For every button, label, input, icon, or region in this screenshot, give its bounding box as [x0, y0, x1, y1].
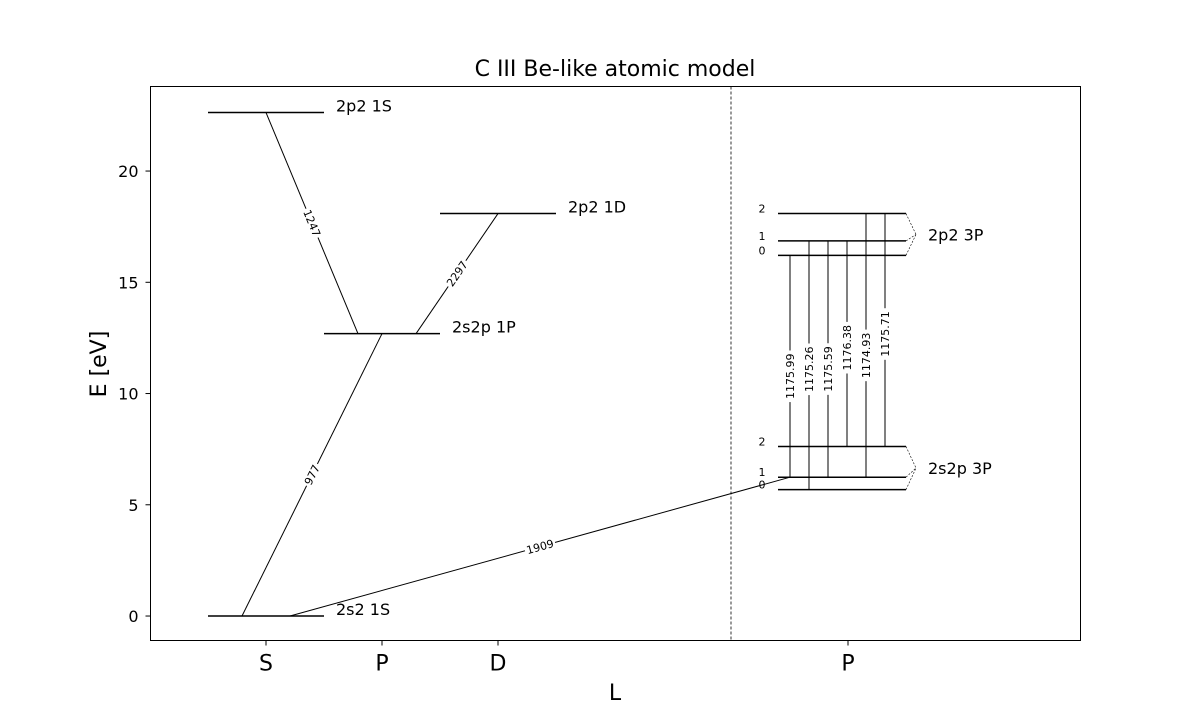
multiplet-wavelength-label: 1175.59: [822, 346, 835, 392]
multiplet-wavelength-label: 1175.99: [784, 354, 797, 400]
x-tick-label: S: [259, 652, 273, 677]
transition-label-bg: [523, 535, 557, 558]
transition-wavelength-label: 1909: [525, 537, 555, 557]
multiplet-label-bg: [878, 308, 892, 360]
y-tick-label: 20: [118, 162, 138, 181]
multiplet-label-bg: [802, 343, 816, 396]
term-bracket: [905, 446, 917, 469]
term-label: 2p2 3P: [928, 225, 984, 244]
level-label: 2s2 1S: [336, 600, 390, 619]
x-tick-label: D: [490, 652, 507, 677]
term-bracket: [905, 234, 917, 256]
j-quantum-label: 2: [759, 435, 766, 448]
level-label: 2p2 1S: [336, 97, 392, 116]
j-quantum-label: 1: [759, 466, 766, 479]
j-quantum-label: 1: [759, 230, 766, 243]
j-quantum-label: 0: [759, 244, 766, 257]
multiplet-wavelength-label: 1176.38: [841, 325, 854, 371]
term-bracket: [905, 234, 917, 242]
level-label: 2p2 1D: [568, 198, 626, 217]
y-tick-label: 5: [128, 496, 138, 515]
multiplet-label-bg: [840, 321, 854, 374]
y-axis-label: E [eV]: [87, 331, 112, 398]
j-quantum-label: 2: [759, 203, 766, 216]
multiplet-wavelength-label: 1175.26: [803, 347, 816, 393]
y-tick-label: 10: [118, 385, 138, 404]
x-tick-label: P: [375, 652, 388, 677]
level-label: 2s2p 1P: [452, 318, 516, 337]
plot-frame: [150, 86, 1081, 641]
multiplet-wavelength-label: 1174.93: [860, 333, 873, 379]
multiplet-label-bg: [821, 343, 835, 395]
x-tick-label: P: [841, 652, 854, 677]
x-axis-label: L: [609, 681, 622, 706]
multiplet-wavelength-label: 1175.71: [879, 311, 892, 357]
transition-wavelength-label: 1247: [300, 208, 323, 239]
term-label: 2s2p 3P: [928, 459, 992, 478]
term-bracket: [905, 467, 917, 490]
multiplet-label-bg: [859, 329, 873, 382]
chart-title: C III Be-like atomic model: [475, 57, 756, 82]
transition-label-bg: [300, 460, 324, 489]
y-tick-label: 0: [128, 607, 138, 626]
multiplet-label-bg: [783, 350, 797, 403]
transition-label-bg: [299, 206, 325, 241]
term-bracket: [905, 467, 917, 478]
transition-label-bg: [442, 256, 472, 291]
y-tick-label: 15: [118, 273, 138, 292]
term-bracket: [905, 213, 917, 235]
